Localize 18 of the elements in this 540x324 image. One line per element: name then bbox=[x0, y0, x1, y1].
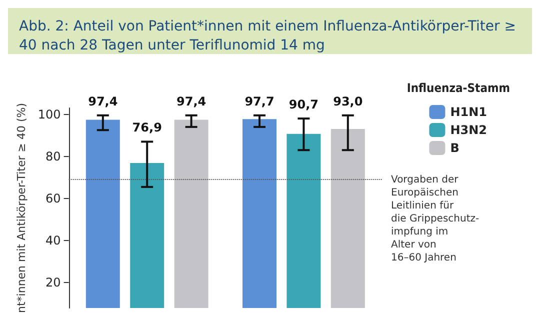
legend-label: B bbox=[450, 141, 460, 155]
data-label: 97,7 bbox=[244, 94, 274, 108]
chart-title: Abb. 2: Anteil von Patient*innen mit einem Influenza-Antikörper-Titer ≥ 40 nach 28 Tagen unter Teriflunomid 14 mg bbox=[19, 18, 520, 54]
data-label: 93,0 bbox=[333, 94, 363, 108]
data-label: 97,4 bbox=[88, 94, 118, 108]
y-tick-label: 60 bbox=[46, 192, 61, 206]
y-tick-label: 100 bbox=[38, 107, 61, 122]
legend-title: Influenza-Stamm bbox=[406, 81, 510, 95]
y-tick-label: 80 bbox=[46, 149, 61, 164]
legend-label: H1N1 bbox=[450, 105, 488, 119]
y-axis-title: nt*innen mit Antikörper-Titer ≥ 40 (%) bbox=[15, 102, 28, 314]
data-label: 97,4 bbox=[176, 94, 206, 108]
data-label: 76,9 bbox=[132, 120, 162, 135]
legend-label: H3N2 bbox=[450, 123, 488, 137]
y-tick-label: 20 bbox=[46, 276, 61, 290]
data-label: 90,7 bbox=[288, 98, 319, 112]
ref-line-label: Vorgaben der Europäischen Leitlinien für die Grippeschutz- impfung im Alter von 16–60 Jahren bbox=[391, 174, 480, 264]
y-tick-label: 40 bbox=[46, 234, 61, 248]
